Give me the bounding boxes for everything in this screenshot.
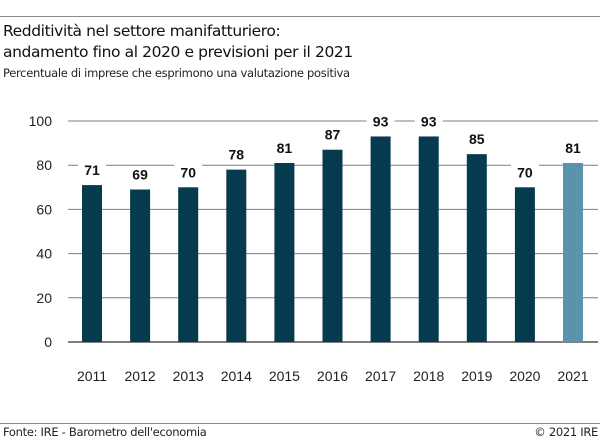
y-tick-label: 60 (36, 201, 52, 217)
title-line-1: Redditività nel settore manifatturiero: (3, 22, 281, 40)
value-label-bg (318, 126, 347, 144)
bar-2015 (274, 162, 295, 342)
value-label-2020: 70 (517, 164, 533, 180)
value-label-2021: 81 (565, 140, 581, 156)
value-label-bg (414, 113, 443, 131)
value-label-2019: 85 (469, 131, 485, 147)
y-tick-label: 20 (36, 290, 52, 306)
bar-2013 (178, 187, 199, 342)
value-label-2012: 69 (132, 167, 148, 183)
bar-2014 (226, 169, 247, 342)
value-label-bg (559, 139, 587, 157)
chart-title: Redditività nel settore manifatturiero: … (3, 21, 353, 63)
x-tick-label-2013: 2013 (173, 368, 204, 384)
y-tick-label: 80 (36, 157, 52, 173)
bottom-rule (0, 423, 600, 424)
x-tick-label-2014: 2014 (221, 368, 252, 384)
value-label-bg (270, 139, 299, 157)
y-axis-ticks: 0 20 40 60 80 100 (29, 113, 53, 350)
y-tick-label: 40 (36, 246, 52, 262)
x-tick-label-2018: 2018 (413, 368, 444, 384)
value-label-2018: 93 (421, 113, 437, 129)
x-axis-labels: 2011 2012 2013 2014 2015 2016 2017 2018 2019 2020… (77, 368, 589, 384)
bars (82, 136, 583, 342)
value-label-bg (462, 131, 491, 149)
x-tick-label-2016: 2016 (317, 368, 348, 384)
value-label-2017: 93 (373, 113, 389, 129)
title-line-2: andamento fino al 2020 e previsioni per … (3, 43, 353, 61)
x-tick-label-2012: 2012 (125, 368, 156, 384)
bar-2011 (82, 185, 102, 342)
value-label-bg (366, 113, 395, 131)
value-label-bg (174, 164, 203, 182)
x-tick-label-2011: 2011 (77, 368, 107, 384)
value-label-bg (510, 164, 539, 182)
value-label-2011: 71 (84, 162, 100, 178)
value-label-2014: 78 (229, 147, 245, 163)
bar-2021 (563, 162, 583, 342)
bar-2016 (322, 149, 343, 342)
top-rule (0, 16, 600, 17)
x-tick-label-2020: 2020 (509, 368, 540, 384)
x-tick-label-2017: 2017 (365, 368, 396, 384)
x-tick-label-2021: 2021 (557, 368, 588, 384)
x-tick-label-2015: 2015 (269, 368, 300, 384)
value-label-bg (126, 166, 155, 184)
value-label-bg (222, 146, 251, 164)
bar-2017 (370, 136, 391, 342)
copyright-note: © 2021 IRE (534, 425, 598, 439)
source-note: Fonte: IRE - Barometro dell'economia (3, 425, 207, 439)
y-tick-label: 100 (29, 113, 53, 129)
bar-2020 (514, 187, 535, 342)
bar-2012 (130, 189, 151, 342)
bar-2018 (418, 136, 439, 342)
value-labels: 71 69 70 78 81 87 93 93 85 70 81 (78, 113, 587, 184)
x-tick-label-2019: 2019 (461, 368, 492, 384)
value-label-2016: 87 (325, 127, 341, 143)
chart-subtitle: Percentuale di imprese che esprimono una… (3, 66, 350, 80)
value-label-2015: 81 (277, 140, 293, 156)
bar-2019 (466, 154, 487, 342)
y-tick-label: 0 (44, 334, 52, 350)
value-label-bg (78, 162, 106, 180)
value-label-2013: 70 (180, 164, 196, 180)
